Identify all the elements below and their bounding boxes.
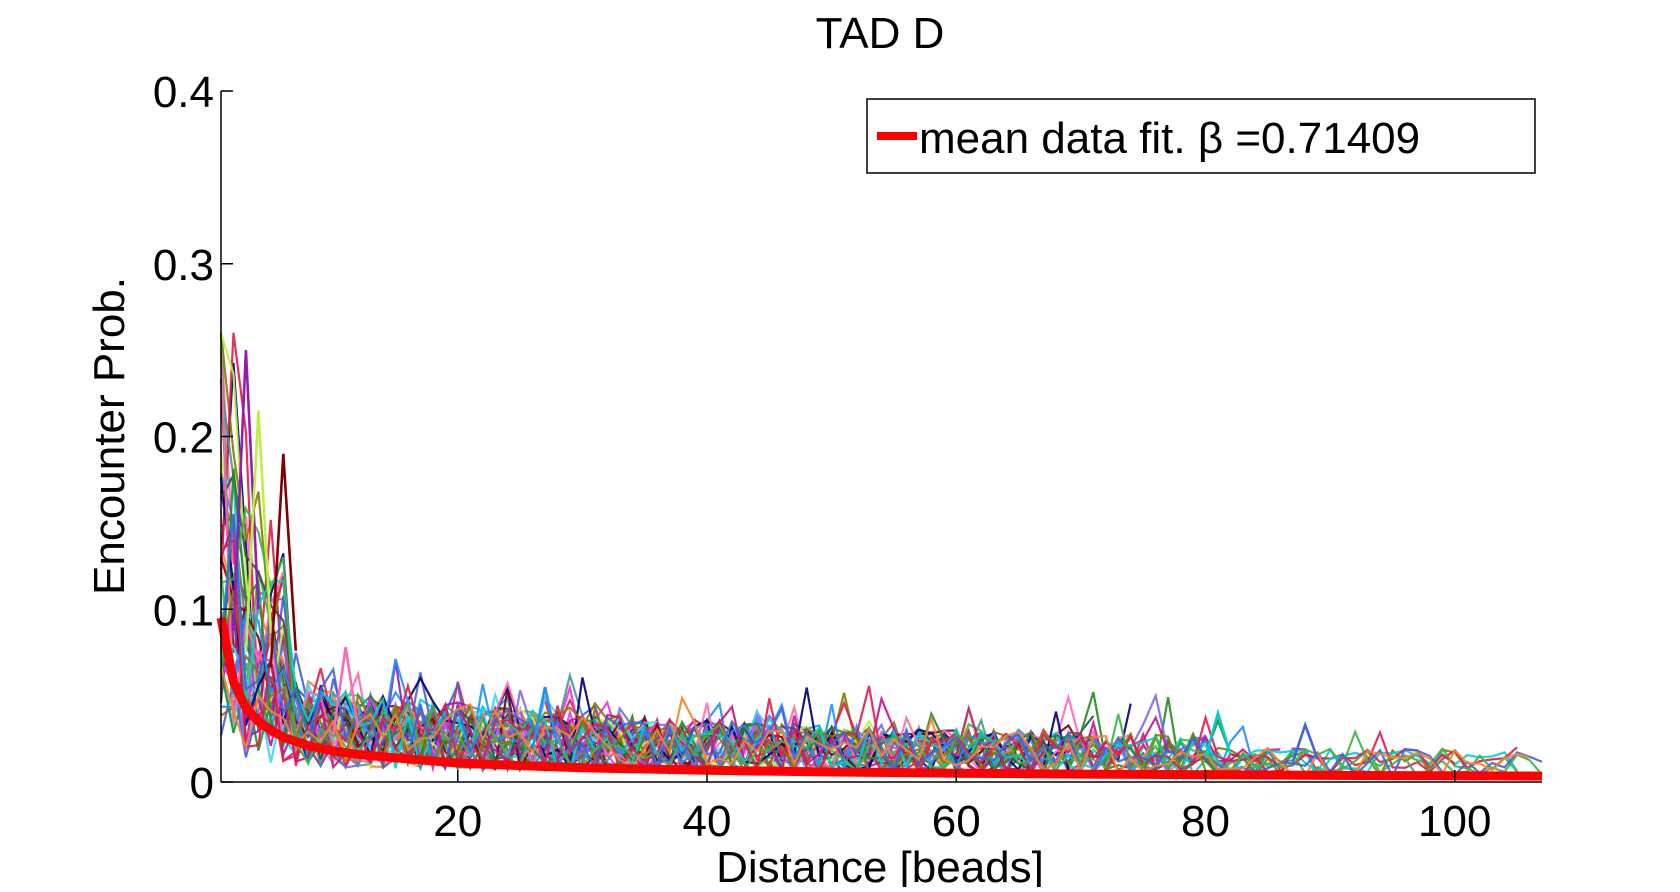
legend: mean data fit. β =0.71409 (866, 98, 1536, 174)
legend-box (866, 98, 1536, 174)
y-tick-label: 0.2 (153, 414, 214, 463)
data-series-peak (531, 686, 559, 750)
x-tick-label: 100 (1418, 797, 1491, 846)
y-tick-label: 0.4 (153, 68, 214, 117)
x-tick-label: 60 (932, 797, 981, 846)
data-series-line (219, 513, 1368, 779)
y-tick-label: 0 (190, 759, 214, 808)
x-tick-label: 20 (433, 797, 482, 846)
data-series-peak (331, 647, 360, 736)
data-series-group (219, 332, 1543, 779)
fit-series-group (216, 617, 1543, 781)
data-series-peak (1291, 721, 1319, 763)
data-series-peak (232, 350, 260, 631)
legend-label: mean data fit. β =0.71409 (919, 114, 1420, 163)
x-tick-label: 80 (1181, 797, 1230, 846)
data-series-line (219, 665, 1530, 778)
x-tick-label: 40 (683, 797, 732, 846)
fit-series-line (216, 617, 1543, 781)
data-series-peak (1204, 708, 1232, 759)
y-axis-label: Encounter Prob. (85, 277, 134, 595)
x-tick-group: 20 40 60 80 100 (433, 770, 1491, 846)
data-series-peak (269, 453, 298, 668)
x-axis-label: Distance [beads] (716, 843, 1044, 887)
y-tick-label: 0.1 (153, 586, 214, 635)
y-tick-label: 0.3 (153, 241, 214, 290)
data-series-peak (244, 410, 273, 653)
data-series-line (220, 505, 1518, 779)
y-tick-group: 0 0.1 0.2 0.3 0.4 (153, 68, 233, 808)
chart-title: TAD D (816, 9, 945, 58)
